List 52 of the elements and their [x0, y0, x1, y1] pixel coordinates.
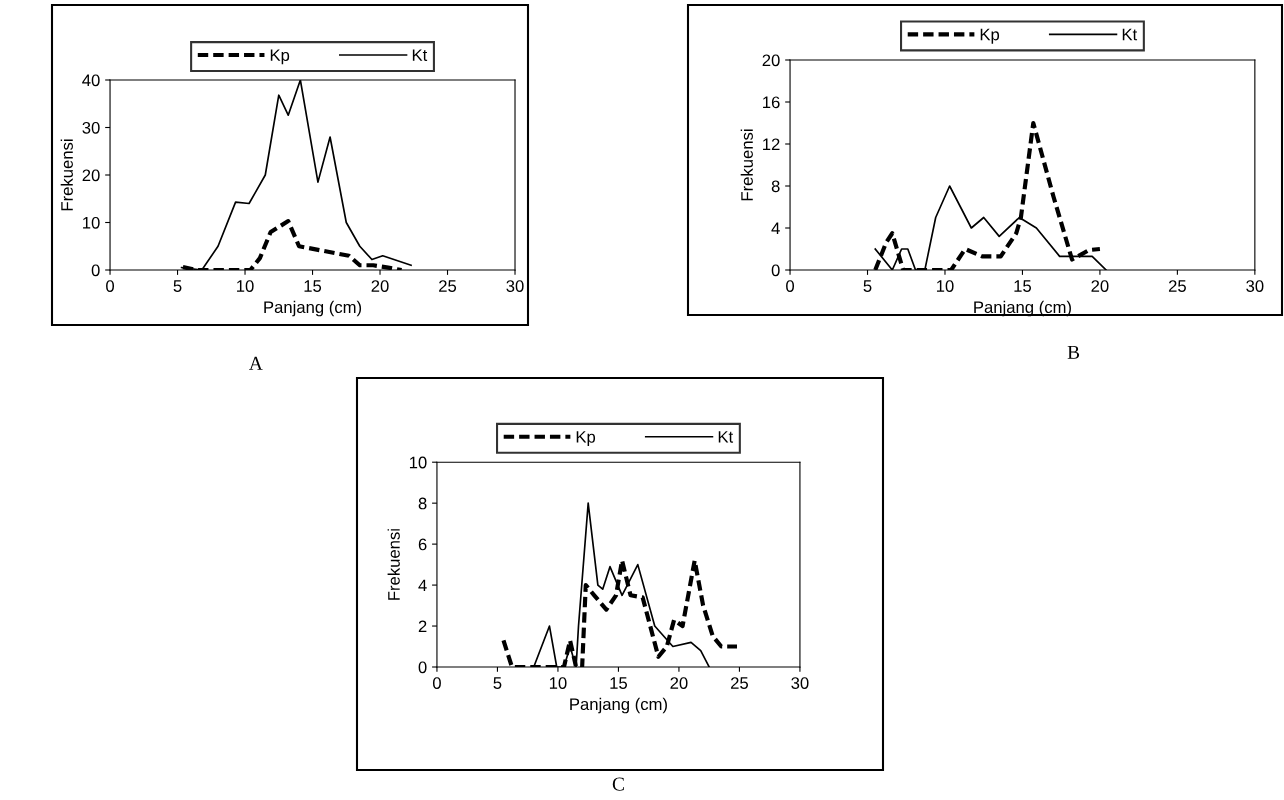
x-tick-label: 0	[432, 677, 441, 689]
y-tick-label: 20	[762, 54, 780, 67]
y-tick-label: 0	[418, 661, 427, 674]
x-tick-label: 0	[106, 280, 115, 292]
x-tick-label: 15	[610, 677, 628, 689]
x-tick-label: 25	[731, 677, 749, 689]
y-tick-label: 10	[409, 456, 427, 469]
x-tick-label: 10	[936, 280, 954, 292]
x-axis-title: Panjang (cm)	[570, 697, 667, 714]
x-tick-label: 0	[786, 280, 795, 292]
text: A	[249, 356, 263, 370]
x-tick-label: 5	[173, 280, 182, 292]
legend-label: Kp	[576, 431, 596, 447]
text: C	[612, 777, 624, 791]
x-tick-label: 5	[493, 677, 502, 689]
y-tick-label: 6	[418, 538, 427, 551]
x-tick-label: 30	[791, 677, 809, 689]
text: B	[1067, 345, 1080, 359]
y-tick-label: 8	[771, 180, 780, 193]
y-tick-label: 0	[771, 264, 780, 277]
y-axis-title: Frekuensi	[387, 529, 400, 600]
legend-label: Kp	[980, 28, 1000, 44]
x-axis-title: Panjang (cm)	[264, 300, 362, 317]
legend-label: Kt	[1122, 28, 1138, 41]
y-tick-label: 16	[763, 96, 780, 109]
x-tick-label: 25	[439, 280, 457, 292]
y-tick-label: 40	[82, 74, 100, 87]
legend-label: Kt	[718, 431, 734, 443]
y-tick-label: 12	[763, 138, 780, 151]
x-tick-label: 30	[506, 280, 524, 292]
x-tick-label: 25	[1168, 280, 1186, 292]
y-tick-label: 10	[83, 216, 100, 229]
y-tick-label: 4	[771, 222, 780, 235]
legend-label: Kt	[412, 49, 428, 61]
y-tick-label: 0	[91, 264, 100, 277]
y-tick-label: 30	[82, 121, 100, 134]
y-tick-label: 4	[418, 579, 427, 592]
x-tick-label: 10	[237, 280, 254, 292]
legend-label: Kp	[270, 49, 290, 65]
y-axis-title: Frekuensi	[60, 139, 73, 211]
y-axis-title: Frekuensi	[740, 129, 753, 201]
x-tick-label: 20	[1091, 280, 1109, 292]
y-tick-label: 20	[82, 169, 100, 182]
y-tick-label: 2	[418, 620, 427, 633]
x-tick-label: 5	[863, 280, 872, 292]
y-tick-label: 8	[418, 497, 427, 510]
x-tick-label: 20	[371, 280, 389, 292]
x-tick-label: 15	[304, 280, 322, 292]
x-tick-label: 15	[1014, 280, 1032, 292]
x-tick-label: 10	[549, 677, 567, 689]
x-tick-label: 20	[670, 677, 688, 689]
x-tick-label: 30	[1246, 280, 1264, 292]
